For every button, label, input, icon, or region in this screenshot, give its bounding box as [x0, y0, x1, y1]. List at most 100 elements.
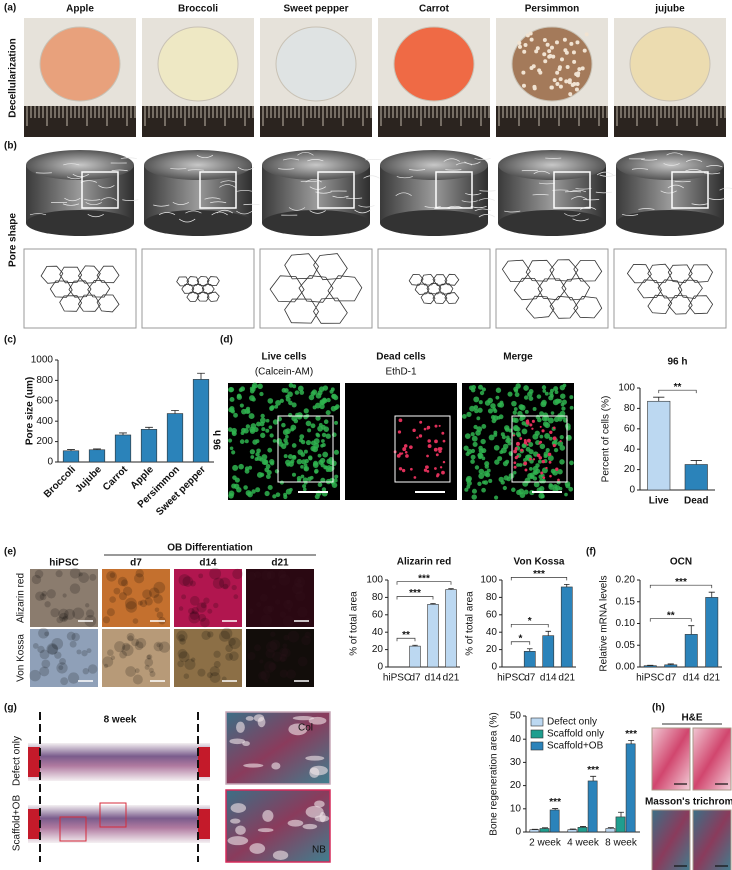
y-axis-label: % of total area [465, 591, 476, 656]
cell [296, 458, 303, 465]
texture [55, 570, 63, 578]
cell [292, 384, 297, 389]
significance-label: *** [409, 588, 421, 599]
cell [333, 395, 339, 401]
texture [209, 666, 220, 677]
bar [643, 665, 657, 668]
pore-outline [525, 295, 555, 319]
texture [521, 83, 526, 88]
bone-end [198, 747, 210, 777]
cell [299, 434, 305, 440]
cell [564, 492, 568, 497]
significance-bracket [396, 637, 416, 642]
texture [200, 617, 210, 628]
cell [569, 405, 574, 410]
cell [553, 386, 559, 392]
texture [118, 592, 127, 601]
dead-cell [526, 443, 529, 446]
texture [584, 32, 589, 37]
texture [297, 606, 308, 618]
cell [559, 445, 566, 451]
pore-outline [420, 273, 436, 286]
cell [305, 420, 312, 427]
texture [41, 659, 51, 669]
texture [230, 818, 241, 824]
sem-texture [641, 159, 658, 161]
texture [56, 616, 64, 624]
cell [554, 390, 559, 395]
texture [35, 591, 45, 601]
sem-texture [660, 190, 677, 194]
dead-cell [545, 466, 548, 470]
group-label: OB Differentiation [167, 543, 253, 554]
texture [287, 819, 304, 827]
cell [470, 432, 475, 437]
texture [126, 632, 135, 641]
cell [550, 394, 554, 398]
texture [147, 654, 153, 660]
pore-outline [408, 274, 424, 286]
sem-texture [461, 200, 478, 203]
texture [547, 49, 552, 54]
x-tick-label: d21 [703, 673, 720, 684]
texture [212, 577, 225, 589]
dead-cell [402, 447, 407, 452]
texture [267, 605, 275, 613]
texture [219, 577, 231, 589]
stain-image [692, 727, 732, 791]
cell [302, 477, 308, 483]
dead-cell [552, 443, 556, 448]
sem-texture [464, 161, 481, 165]
texture [522, 49, 527, 54]
dead-cell [403, 444, 408, 448]
cell [566, 435, 572, 440]
texture [134, 573, 145, 584]
texture [31, 574, 42, 585]
cell [486, 468, 491, 473]
cell [528, 442, 534, 447]
texture [288, 723, 308, 736]
cell [260, 432, 266, 438]
cell [256, 448, 261, 454]
texture [47, 644, 58, 655]
texture [156, 611, 164, 619]
cell [234, 477, 240, 483]
legend-swatch [530, 717, 544, 727]
texture [521, 70, 526, 75]
y-tick-label: 80 [624, 403, 636, 414]
cell [267, 484, 273, 491]
dead-cell [442, 460, 446, 464]
y-tick-label: 600 [36, 395, 53, 406]
cell [264, 490, 270, 497]
pore-outline [525, 259, 555, 282]
sem-texture [663, 163, 680, 166]
significance-bracket [658, 389, 697, 394]
dead-cell [426, 469, 430, 473]
cell [469, 405, 475, 412]
error-bar [197, 372, 205, 380]
texture [209, 567, 222, 580]
texture [576, 71, 581, 76]
cell [548, 436, 553, 441]
cell [490, 415, 496, 420]
y-tick-label: 100 [366, 575, 383, 586]
dead-cell [398, 452, 402, 456]
texture [227, 637, 236, 646]
cell [461, 414, 467, 419]
texture [277, 570, 287, 579]
bar [587, 780, 598, 833]
cell [325, 410, 331, 416]
bar [140, 429, 158, 463]
row-label: 96 h [213, 430, 224, 450]
texture [200, 602, 207, 609]
texture [262, 605, 273, 615]
dead-cell [539, 425, 542, 428]
significance-label: *** [675, 577, 687, 588]
cell [285, 396, 291, 402]
dead-cell [397, 430, 402, 434]
texture [102, 656, 114, 668]
bar [567, 829, 578, 833]
dead-cell [541, 429, 545, 433]
texture [125, 666, 137, 677]
texture [67, 672, 80, 684]
